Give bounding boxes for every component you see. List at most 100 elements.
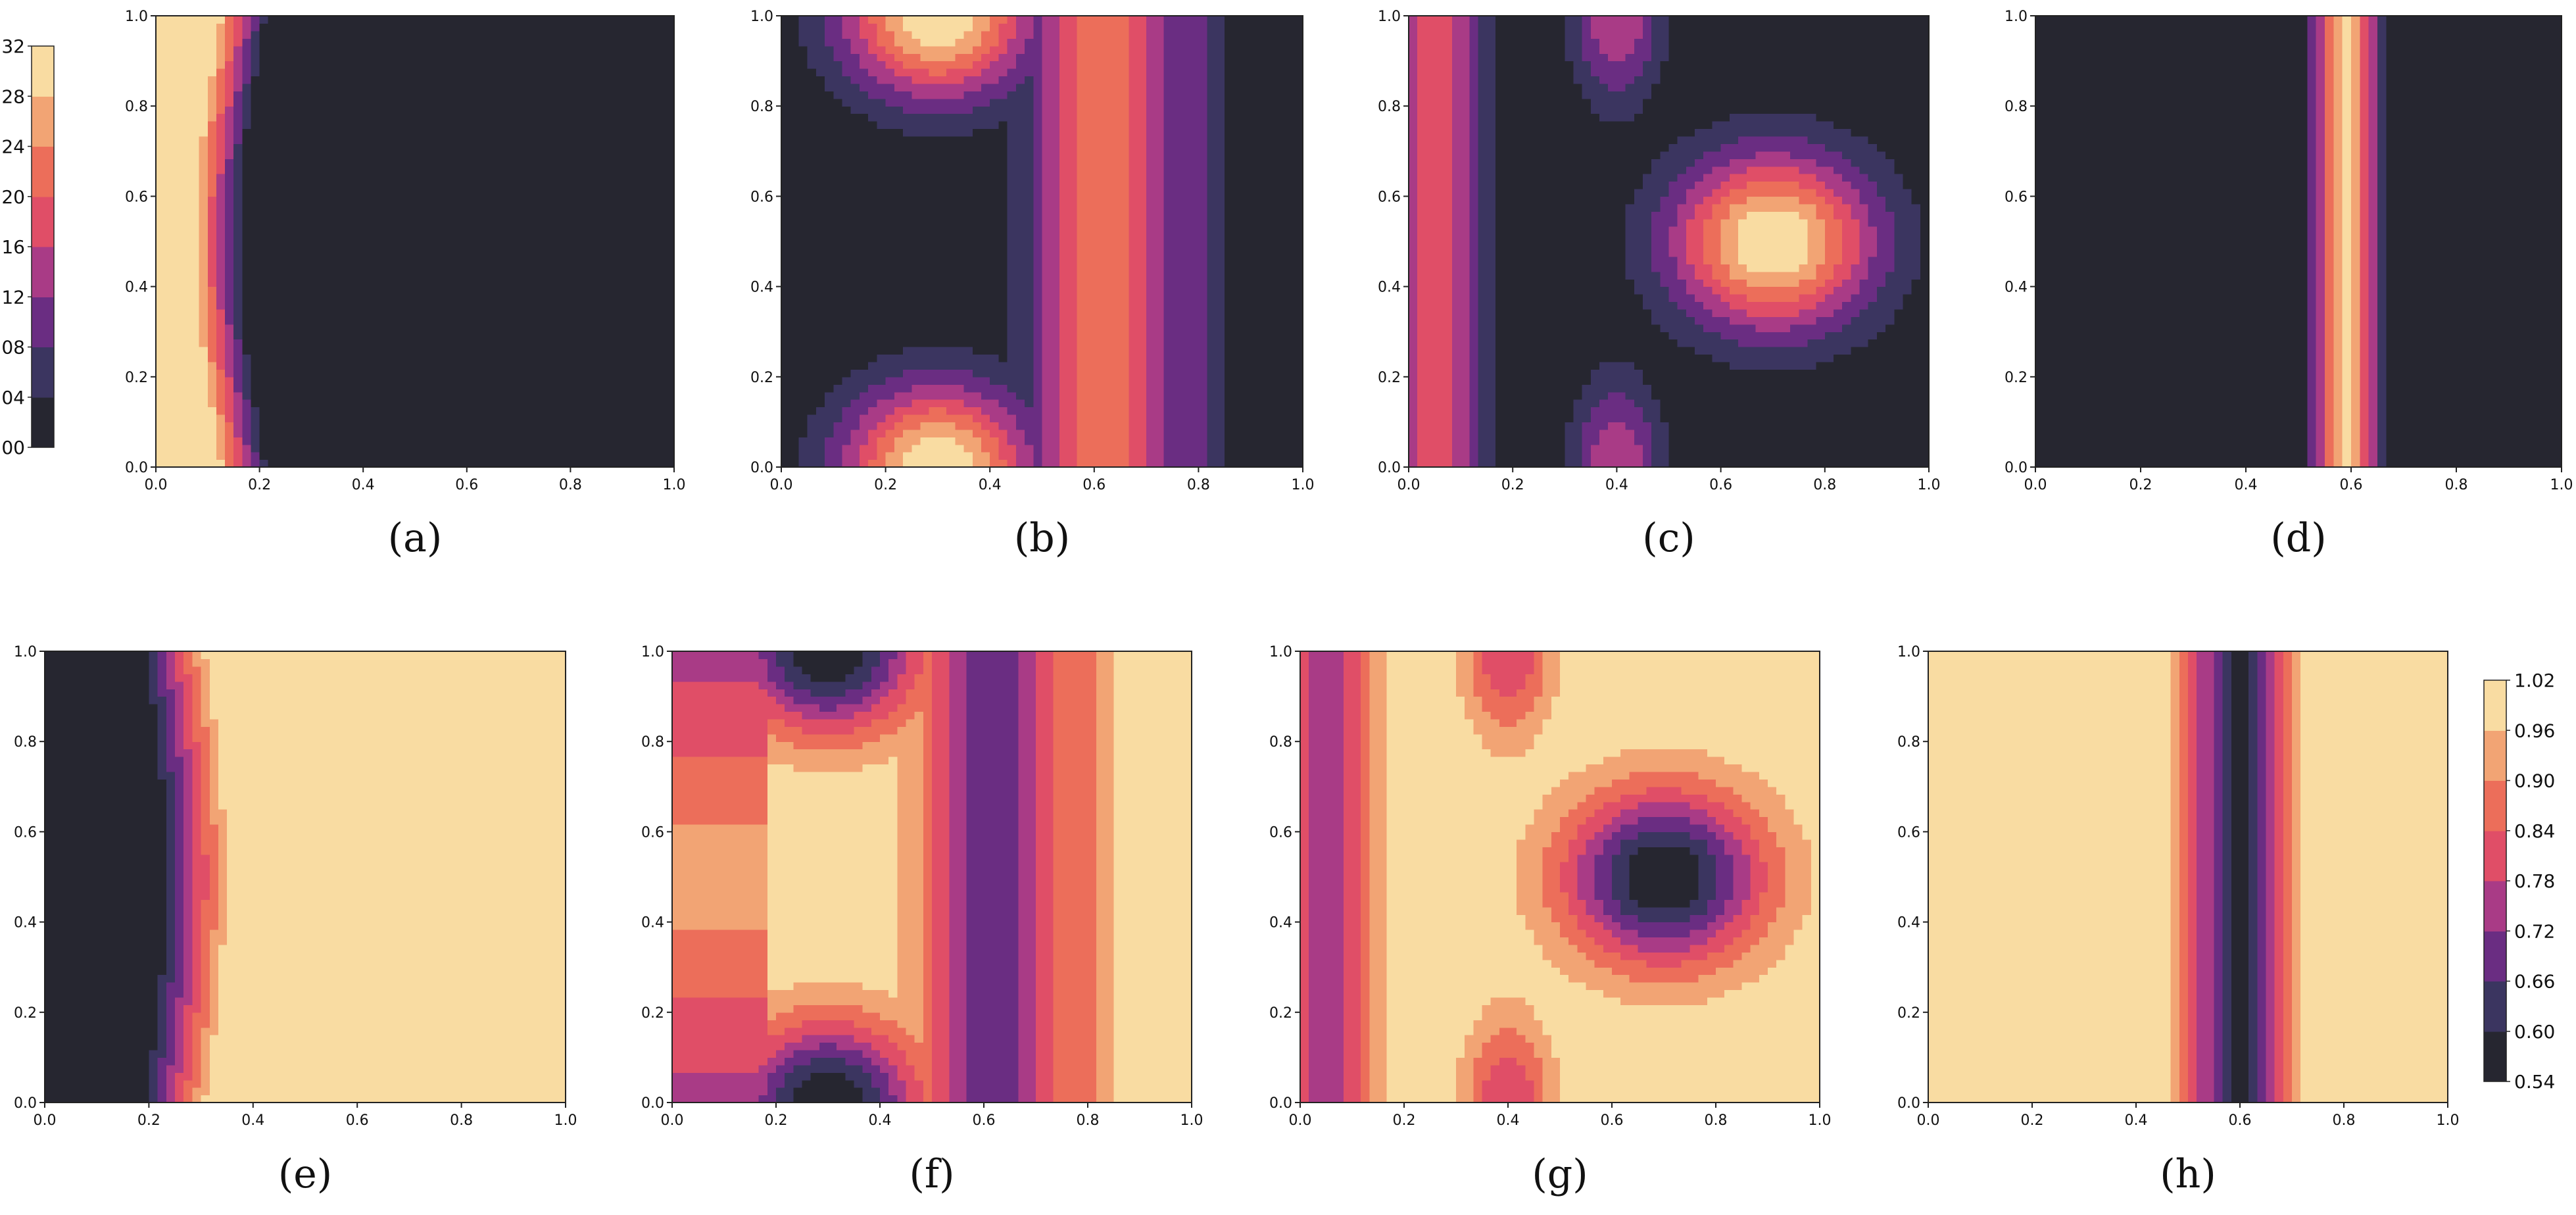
contour-cell (639, 339, 648, 347)
contour-cell (955, 369, 964, 377)
contour-cell (868, 339, 877, 347)
contour-cell (208, 76, 217, 84)
contour-cell (156, 377, 165, 385)
contour-cell (666, 264, 675, 272)
contour-cell (570, 399, 579, 407)
contour-cell (851, 46, 860, 54)
contour-cell (242, 151, 251, 159)
contour-cell (536, 226, 545, 234)
contour-cell (860, 31, 869, 39)
contour-cell (527, 143, 537, 151)
contour-cell (337, 384, 347, 392)
contour-cell (894, 53, 904, 61)
contour-cell (588, 121, 597, 129)
contour-cell (372, 377, 381, 385)
contour-cell (955, 257, 964, 264)
contour-cell (398, 355, 407, 362)
contour-cell (337, 76, 347, 84)
contour-cell (303, 355, 312, 362)
contour-cell (648, 301, 658, 309)
contour-cell (527, 316, 537, 324)
contour-cell (938, 316, 947, 324)
contour-cell (527, 355, 537, 362)
contour-cell (536, 294, 545, 302)
contour-cell (510, 53, 519, 61)
contour-cell (441, 38, 450, 46)
contour-cell (260, 241, 269, 249)
contour-cell (570, 16, 579, 24)
contour-cell (631, 114, 640, 122)
contour-cell (277, 196, 286, 204)
contour-cell (920, 114, 929, 122)
contour-cell (320, 189, 329, 197)
contour-cell (903, 309, 912, 317)
contour-cell (657, 332, 666, 339)
contour-cell (631, 121, 640, 129)
contour-cell (294, 68, 303, 76)
contour-cell (406, 422, 416, 430)
contour-cell (233, 234, 243, 242)
contour-cell (903, 204, 912, 212)
contour-cell (363, 174, 372, 182)
contour-cell (173, 316, 182, 324)
contour-cell (964, 437, 973, 445)
contour-cell (790, 38, 799, 46)
contour-cell (833, 166, 842, 174)
contour-cell (475, 143, 485, 151)
contour-cell (415, 234, 424, 242)
contour-cell (851, 324, 860, 332)
contour-cell (311, 347, 320, 355)
contour-cell (363, 399, 372, 407)
contour-cell (501, 159, 510, 166)
contour-cell (225, 182, 234, 189)
contour-cell (225, 347, 234, 355)
contour-cell (406, 174, 416, 182)
contour-cell (911, 445, 921, 453)
contour-cell (605, 182, 614, 189)
contour-cell (424, 422, 433, 430)
contour-cell (938, 166, 947, 174)
contour-cell (156, 53, 165, 61)
contour-cell (380, 84, 389, 91)
contour-cell (432, 106, 441, 114)
contour-cell (320, 182, 329, 189)
contour-cell (605, 166, 614, 174)
contour-cell (182, 249, 191, 257)
contour-cell (233, 196, 243, 204)
contour-cell (363, 332, 372, 339)
contour-cell (553, 61, 562, 69)
contour-cell (164, 46, 174, 54)
contour-cell (570, 23, 579, 31)
contour-cell (808, 129, 817, 137)
contour-cell (216, 301, 226, 309)
contour-cell (929, 249, 938, 257)
contour-cell (851, 129, 860, 137)
contour-cell (501, 99, 510, 107)
contour-cell (450, 84, 459, 91)
contour-cell (964, 143, 973, 151)
contour-cell (527, 84, 537, 91)
contour-cell (570, 272, 579, 280)
contour-cell (816, 257, 825, 264)
contour-cell (156, 31, 165, 39)
contour-cell (225, 196, 234, 204)
contour-cell (570, 91, 579, 99)
contour-cell (545, 114, 554, 122)
contour-cell (614, 143, 623, 151)
contour-cell (562, 99, 571, 107)
contour-cell (233, 106, 243, 114)
contour-cell (191, 392, 200, 400)
contour-cell (579, 76, 589, 84)
contour-cell (938, 460, 947, 468)
contour-cell (311, 68, 320, 76)
contour-cell (303, 384, 312, 392)
contour-cell (781, 38, 790, 46)
contour-cell (938, 264, 947, 272)
contour-cell (182, 226, 191, 234)
contour-cell (816, 294, 825, 302)
contour-cell (622, 279, 631, 287)
contour-cell (233, 76, 243, 84)
contour-cell (242, 106, 251, 114)
contour-cell (666, 249, 675, 257)
contour-cell (816, 377, 825, 385)
